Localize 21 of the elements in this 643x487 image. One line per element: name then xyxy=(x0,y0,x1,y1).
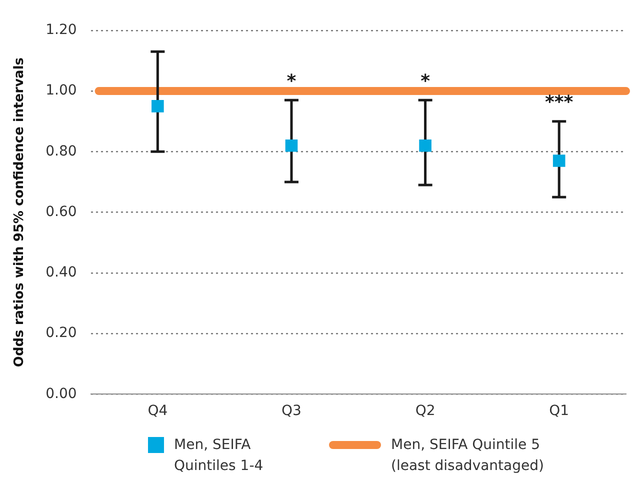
x-tick-label: Q3 xyxy=(282,403,302,420)
y-tick-label: 1.20 xyxy=(46,22,77,38)
point xyxy=(552,154,566,167)
point xyxy=(152,100,164,112)
point xyxy=(419,139,432,152)
annotation: *** xyxy=(544,92,574,114)
legend-label: Men, SEIFA Quintiles 1-4 xyxy=(174,436,264,476)
y-tick-label: 0.00 xyxy=(46,386,77,402)
legend-label: Men, SEIFA Quintile 5 (least disadvantaged) xyxy=(391,436,545,476)
x-tick-label: Q1 xyxy=(549,403,570,420)
y-tick-label: 0.60 xyxy=(46,204,77,220)
y-tick-label: 0.20 xyxy=(46,325,77,342)
y-tick-label: 0.40 xyxy=(46,264,77,281)
annotation: * xyxy=(286,70,297,92)
annotation: * xyxy=(420,70,431,92)
y-axis-title: Odds ratios with 95% confidence intervals xyxy=(12,57,28,368)
y-tick-label: 0.80 xyxy=(46,143,77,160)
x-tick-label: Q4 xyxy=(148,403,168,420)
y-tick-label: 1.00 xyxy=(46,82,77,99)
point xyxy=(285,139,298,152)
x-tick-label: Q2 xyxy=(415,403,436,420)
